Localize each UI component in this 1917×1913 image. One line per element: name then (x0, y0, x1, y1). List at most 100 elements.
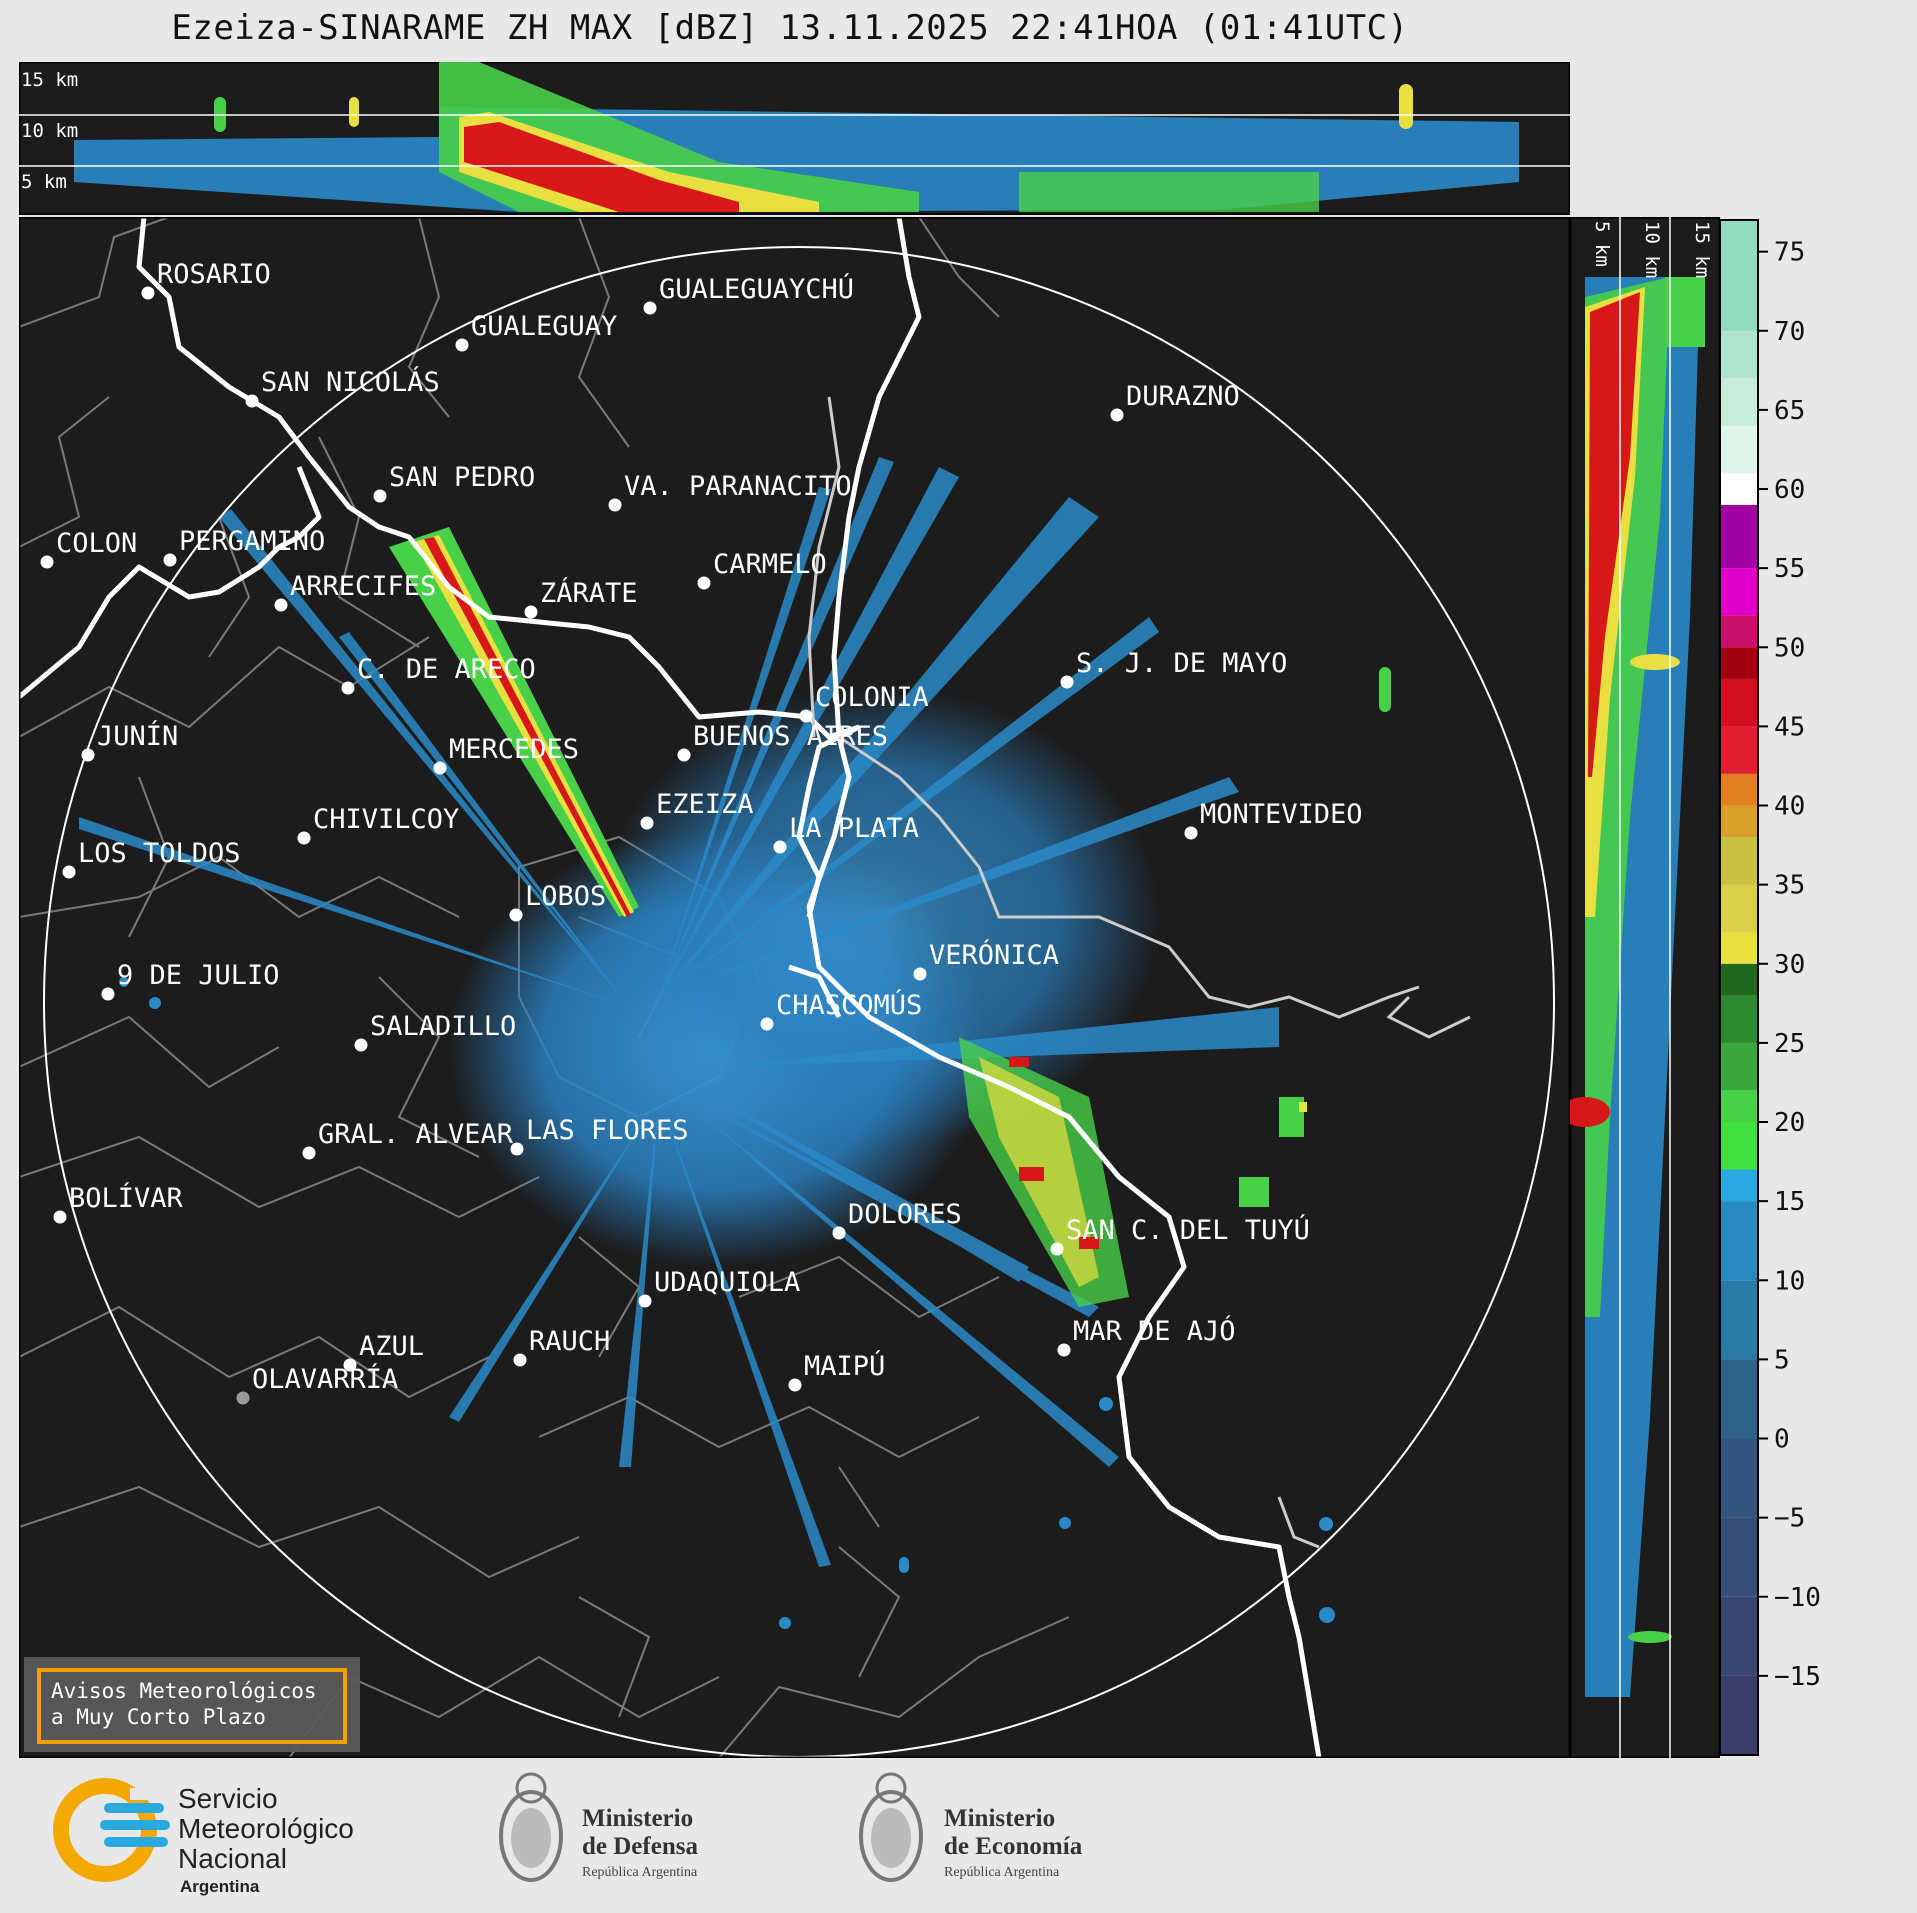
colorbar-tick-label: 35 (1774, 871, 1805, 901)
city-marker[interactable]: BOLÍVAR (53, 1182, 184, 1224)
right-echo-band (1570, 277, 1705, 1697)
city-marker[interactable]: COLON (40, 528, 138, 569)
city-marker[interactable]: LOS TOLDOS (62, 838, 241, 879)
city-label: MAIPÚ (804, 1350, 885, 1382)
defensa-line-2: de Defensa (582, 1833, 698, 1860)
city-marker[interactable]: DOLORES (832, 1199, 962, 1240)
colorbar-band (1720, 1438, 1758, 1518)
city-marker[interactable]: ROSARIO (141, 259, 271, 300)
right-height-label-10: 10 km (1641, 221, 1663, 278)
city-dot (302, 1146, 316, 1160)
city-marker[interactable]: MAR DE AJÓ (1057, 1315, 1236, 1357)
city-dot (643, 301, 657, 315)
city-dot (236, 1391, 250, 1405)
city-marker[interactable]: EZEIZA (640, 789, 754, 830)
city-label: PERGAMINO (179, 526, 325, 557)
city-label: RAUCH (529, 1326, 610, 1357)
defensa-logo[interactable]: Ministerio de Defensa República Argentin… (499, 1772, 698, 1882)
city-marker[interactable]: VA. PARANACITO (608, 471, 852, 512)
colorbar-tick-label: −15 (1774, 1662, 1821, 1692)
economia-logo[interactable]: Ministerio de Economía República Argenti… (859, 1772, 1083, 1882)
city-marker[interactable]: GUALEGUAY (455, 311, 618, 352)
colorbar-band (1720, 1596, 1758, 1676)
city-marker[interactable]: VERÓNICA (913, 939, 1060, 981)
colorbar-band (1720, 963, 1758, 996)
city-dot (101, 987, 115, 1001)
city-dot (760, 1017, 774, 1031)
colorbar-tick-label: −5 (1774, 1504, 1805, 1534)
city-marker[interactable]: BUENOS AIRES (677, 721, 889, 762)
uruguay-coast (807, 396, 1471, 1549)
city-dot (297, 831, 311, 845)
city-marker[interactable]: CHASCOMÚS (760, 989, 923, 1031)
city-marker[interactable]: LA PLATA (773, 813, 920, 854)
city-label: LOBOS (525, 881, 606, 912)
city-dot (163, 553, 177, 567)
colorbar-band (1720, 805, 1758, 838)
colorbar-band (1720, 220, 1758, 331)
city-marker[interactable]: OLAVARRÍA (236, 1363, 399, 1405)
colorbar-band (1720, 504, 1758, 569)
colorbar-tick-label: 10 (1774, 1266, 1805, 1296)
city-marker[interactable]: GUALEGUAYCHÚ (643, 273, 855, 315)
city-label: JUNÍN (97, 720, 178, 752)
city-marker[interactable]: MONTEVIDEO (1184, 799, 1363, 840)
defensa-line-1: Ministerio (582, 1805, 693, 1832)
city-marker[interactable]: PERGAMINO (163, 526, 326, 567)
city-label: ZÁRATE (540, 577, 638, 609)
city-marker[interactable]: GRAL. ALVEAR (302, 1119, 514, 1160)
colorbar-band (1720, 1517, 1758, 1597)
city-marker[interactable]: LOBOS (509, 881, 607, 922)
city-marker[interactable]: UDAQUIOLA (638, 1267, 801, 1308)
city-dot (1057, 1343, 1071, 1357)
notice-badge-line-1: Avisos Meteorológicos (51, 1679, 317, 1703)
city-marker[interactable]: MAIPÚ (788, 1350, 886, 1392)
colorbar-band (1720, 1201, 1758, 1281)
top-height-cross-section: 15 km 10 km 5 km (19, 62, 1570, 215)
coastlines-and-rivers (19, 217, 1322, 1758)
city-marker[interactable]: CHIVILCOY (297, 804, 460, 845)
city-dot (343, 1358, 357, 1372)
city-marker[interactable]: ZÁRATE (524, 577, 638, 619)
notice-badge[interactable]: Avisos Meteorológicos a Muy Corto Plazo (24, 1657, 360, 1752)
city-dot (638, 1294, 652, 1308)
smn-logo[interactable]: Servicio Meteorológico Nacional Argentin… (53, 1778, 354, 1896)
city-marker[interactable]: JUNÍN (81, 720, 179, 762)
colorbar-tick-label: 55 (1774, 554, 1805, 584)
radar-map[interactable]: ROSARIO GUALEGUAYCHÚ GUALEGUAY SAN NICOLÁS D… (19, 217, 1570, 1758)
city-label: GRAL. ALVEAR (318, 1119, 514, 1150)
city-label: ARRECIFES (290, 571, 436, 602)
city-marker[interactable]: SALADILLO (354, 1011, 517, 1052)
city-label: MAR DE AJÓ (1073, 1315, 1236, 1347)
footer: Servicio Meteorológico Nacional Argentin… (0, 1758, 1917, 1909)
city-label: 9 DE JULIO (117, 960, 280, 991)
economia-sub: República Argentina (944, 1865, 1060, 1880)
colorbar-tick-label: 5 (1774, 1345, 1790, 1375)
city-marker[interactable]: 9 DE JULIO (101, 960, 280, 1001)
city-marker[interactable]: MERCEDES (433, 734, 580, 775)
city-dot (341, 681, 355, 695)
city-marker[interactable]: LAS FLORES (510, 1115, 689, 1156)
city-marker[interactable]: ARRECIFES (274, 571, 437, 612)
city-dot (608, 498, 622, 512)
city-dot (799, 709, 813, 723)
colorbar-tick-label: 20 (1774, 1108, 1805, 1138)
city-marker[interactable]: COLONIA (799, 682, 929, 723)
city-dot (62, 865, 76, 879)
city-marker[interactable]: DURAZNO (1110, 381, 1240, 422)
city-marker[interactable]: RAUCH (513, 1326, 611, 1367)
city-marker[interactable]: SAN NICOLÁS (245, 366, 440, 408)
city-dot (53, 1210, 67, 1224)
city-marker[interactable]: S. J. DE MAYO (1060, 648, 1288, 689)
city-dot (141, 286, 155, 300)
city-label: COLONIA (815, 682, 929, 713)
city-dot (913, 967, 927, 981)
city-label: SAN NICOLÁS (261, 366, 440, 398)
city-marker[interactable]: AZUL (343, 1331, 425, 1372)
city-marker[interactable]: C. DE ARECO (341, 654, 536, 695)
city-marker[interactable]: SAN C. DEL TUYÚ (1050, 1214, 1310, 1256)
city-marker[interactable]: SAN PEDRO (373, 462, 536, 503)
colorbar-band (1720, 1090, 1758, 1123)
city-marker[interactable]: CARMELO (697, 549, 827, 590)
colorbar-tick-label: 50 (1774, 633, 1805, 663)
